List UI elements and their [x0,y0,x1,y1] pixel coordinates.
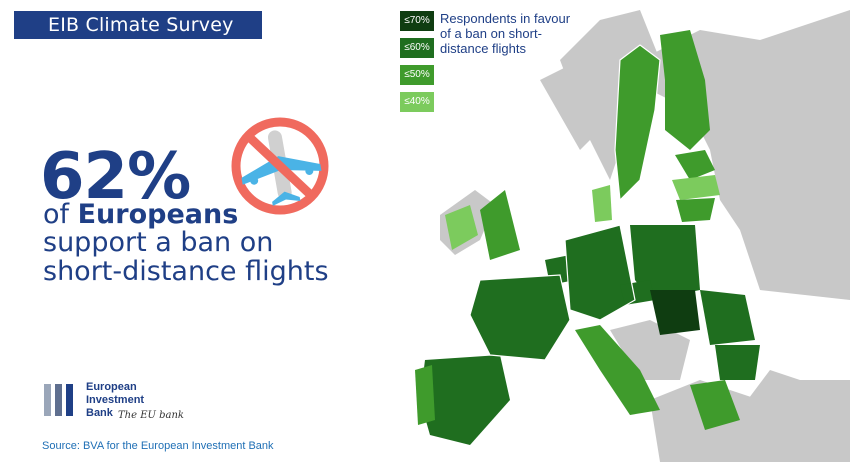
country-estonia [675,150,715,180]
non-eu-east [540,10,850,462]
country-germany [565,225,635,320]
headline-percent: 62% [40,140,191,214]
country-spain [420,355,510,445]
legend-swatch-70: ≤70% [400,11,434,31]
logo-line-1: European [86,381,137,393]
no-flights-icon [231,117,329,215]
legend-swatch-40: ≤40% [400,92,434,112]
country-italy [575,325,660,415]
country-ireland [445,205,478,250]
country-sweden [615,45,660,200]
headline-line-2: support a ban on [43,227,274,258]
country-czechia [620,280,655,305]
headline-line-3: short-distance flights. [43,256,338,287]
country-uk [480,190,520,260]
headline-prefix: of [43,199,78,230]
eib-logo-icon [44,384,73,416]
header-banner: EIB Climate Survey [14,11,262,39]
country-denmark [592,185,612,222]
country-hungary [650,290,700,335]
country-latvia [672,175,720,200]
headline-line-1: of Europeans [43,199,238,230]
country-finland [660,30,710,150]
country-portugal [415,365,435,425]
logo-tagline: The EU bank [118,410,184,421]
legend-swatch-60: ≤60% [400,38,434,58]
logo-text: European Investment Bank [86,381,144,420]
country-france [470,275,570,360]
legend-swatch-50: ≤50% [400,65,434,85]
logo-line-3: Bank [86,407,113,419]
country-greece [690,380,740,430]
country-lithuania [676,198,715,222]
country-bulgaria [715,345,760,380]
balkans [610,320,690,380]
source-note: Source: BVA for the European Investment … [42,440,274,452]
headline-bold: Europeans [77,199,239,230]
page-title: EIB Climate Survey [48,14,234,36]
logo-line-2: Investment [86,394,145,406]
borders [469,44,661,361]
legend-title: Respondents in favour of a ban on short-… [440,11,571,56]
country-romania [700,290,755,345]
